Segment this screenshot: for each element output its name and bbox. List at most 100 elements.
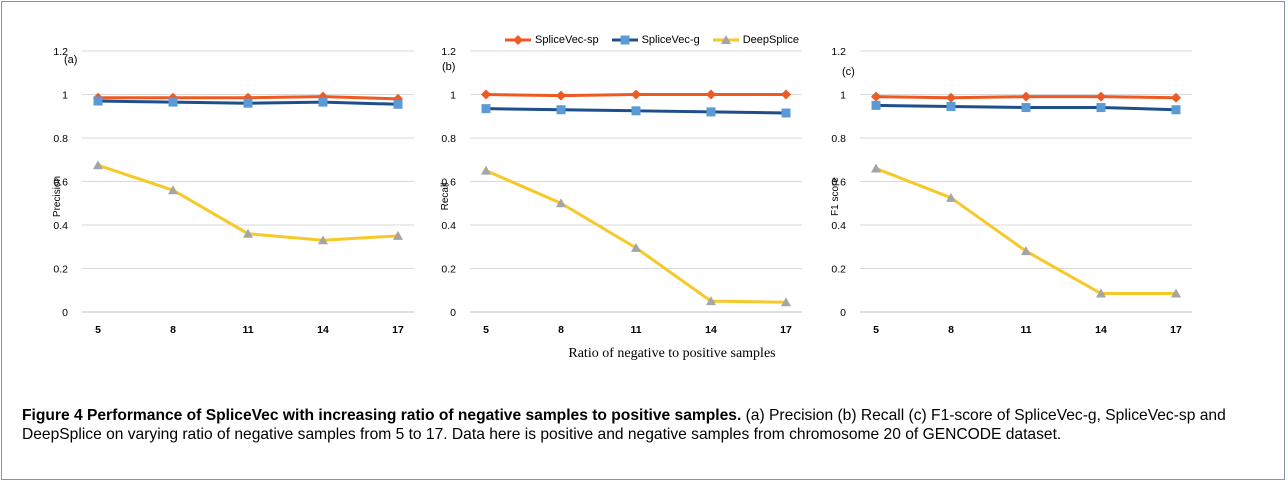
- chart-panel-precision: 0 0.2 0.4 0.6 0.8 1 1.2 5 8 11 14 17 Precision (a): [46, 30, 426, 345]
- caption-title: Figure 4 Performance of SpliceVec with i…: [22, 407, 742, 424]
- y-tick-label: 0: [450, 307, 456, 319]
- y-tick-label: 1: [450, 90, 456, 102]
- chart-legend: SpliceVec-sp SpliceVec-g DeepSplice: [504, 31, 799, 49]
- y-tick-label: 0.8: [441, 133, 456, 145]
- data-point-deepsplice: [243, 228, 253, 238]
- data-point-splicevec-g: [393, 99, 403, 109]
- legend-swatch-marker: [620, 35, 630, 45]
- data-point-deepsplice: [946, 192, 956, 202]
- y-tick-label: 1: [840, 90, 846, 102]
- data-point-splicevec-g: [1096, 103, 1106, 113]
- y-tick-label: 1: [62, 90, 68, 102]
- y-tick-label: 0.4: [441, 220, 456, 232]
- legend-swatch: [505, 35, 531, 45]
- data-point-splicevec-g: [781, 108, 791, 118]
- y-axis-label: Precision: [52, 176, 63, 217]
- x-tick-label: 11: [1020, 324, 1031, 336]
- caption-text: (a) Precision (b) Recall (c) F1-score of…: [22, 407, 1226, 443]
- series-line-deepsplice: [875, 167, 1176, 296]
- data-point-splicevec-sp: [556, 90, 566, 101]
- panel-label: (c): [842, 66, 855, 78]
- x-tick-label: 8: [948, 324, 954, 336]
- data-point-deepsplice: [1021, 246, 1031, 256]
- y-tick-label: 0: [840, 307, 846, 319]
- x-tick-label: 17: [392, 324, 404, 336]
- data-point-deepsplice: [93, 160, 103, 170]
- data-point-deepsplice: [1171, 288, 1181, 298]
- x-tick-label: 14: [705, 324, 717, 336]
- data-point-splicevec-sp: [1171, 92, 1181, 103]
- x-tick-label: 14: [1095, 324, 1107, 336]
- data-point-splicevec-sp: [871, 91, 881, 102]
- data-point-deepsplice: [871, 163, 881, 173]
- data-point-splicevec-sp: [946, 92, 956, 103]
- y-tick-label: 0.2: [831, 264, 846, 276]
- x-tick-label: 11: [242, 324, 253, 336]
- x-tick-label: 17: [780, 324, 792, 336]
- data-point-splicevec-g: [706, 107, 716, 117]
- x-tick-label: 17: [1170, 324, 1182, 336]
- data-point-splicevec-sp: [631, 89, 641, 100]
- data-point-splicevec-sp: [481, 89, 491, 100]
- data-point-splicevec-g: [946, 101, 956, 111]
- x-tick-label: 5: [873, 324, 879, 336]
- y-tick-label: 0.6: [53, 177, 68, 189]
- y-axis-label: Recall: [440, 183, 451, 211]
- data-point-splicevec-sp: [781, 89, 791, 100]
- x-axis-title: Ratio of negative to positive samples: [568, 346, 776, 361]
- series-line-deepsplice: [485, 169, 787, 304]
- y-tick-label: 0.4: [53, 220, 68, 232]
- y-tick-label: 0.6: [441, 177, 456, 189]
- y-tick-label: 1.2: [831, 46, 846, 58]
- legend-swatch-marker: [720, 35, 731, 44]
- y-tick-label: 0.2: [53, 264, 68, 276]
- data-point-deepsplice: [481, 165, 491, 175]
- x-tick-label: 11: [630, 324, 641, 336]
- legend-label: DeepSplice: [742, 34, 799, 46]
- data-point-splicevec-g: [631, 106, 641, 116]
- data-point-deepsplice: [631, 242, 641, 252]
- data-point-deepsplice: [168, 185, 178, 195]
- data-point-splicevec-g: [481, 104, 491, 114]
- legend-label: SpliceVec-sp: [535, 34, 599, 46]
- chart-svg: 0 0.2 0.4 0.6 0.8 1 1.2 5 8 11 14 17 Precision (a): [52, 46, 414, 336]
- y-axis-label: F1 score: [830, 177, 841, 216]
- y-tick-label: 0: [62, 307, 68, 319]
- chart-svg: 0 0.2 0.4 0.6 0.8 1 1.2 5 8 11 14 17 Recall (b): [440, 46, 802, 336]
- data-point-splicevec-g: [871, 100, 881, 110]
- data-point-splicevec-g: [318, 97, 328, 107]
- data-point-splicevec-sp: [1096, 91, 1106, 102]
- figure-caption: Figure 4 Performance of SpliceVec with i…: [22, 406, 1274, 444]
- y-tick-label: 0.4: [831, 220, 846, 232]
- chart-panel-recall: 0 0.2 0.4 0.6 0.8 1 1.2 5 8 11 14 17 Recall (b): [434, 30, 814, 345]
- y-tick-label: 0.8: [53, 133, 68, 145]
- data-point-splicevec-g: [93, 96, 103, 106]
- data-point-deepsplice: [781, 297, 791, 307]
- legend-item: SpliceVec-g: [611, 34, 700, 46]
- data-point-deepsplice: [1096, 288, 1106, 298]
- data-point-splicevec-g: [243, 98, 253, 108]
- x-tick-label: 8: [170, 324, 176, 336]
- y-tick-label: 1.2: [441, 46, 456, 58]
- y-tick-label: 0.8: [831, 133, 846, 145]
- legend-item: DeepSplice: [712, 34, 799, 46]
- y-tick-label: 0.2: [441, 264, 456, 276]
- x-tick-label: 5: [483, 324, 489, 336]
- y-tick-label: 0.6: [831, 177, 846, 189]
- chart-svg: 0 0.2 0.4 0.6 0.8 1 1.2 5 8 11 14 17 F1 score (c): [830, 46, 1192, 336]
- y-tick-label: 1.2: [53, 46, 68, 58]
- chart-panel-f1: 0 0.2 0.4 0.6 0.8 1 1.2 5 8 11 14 17 F1 score (c): [824, 30, 1204, 345]
- data-point-splicevec-sp: [706, 89, 716, 100]
- legend-swatch: [611, 35, 638, 45]
- x-tick-label: 8: [558, 324, 564, 336]
- legend-swatch-marker: [513, 35, 523, 45]
- panel-label: (a): [64, 54, 77, 66]
- data-point-splicevec-g: [168, 97, 178, 107]
- x-tick-label: 14: [317, 324, 329, 336]
- legend-swatch: [712, 35, 739, 44]
- data-point-splicevec-g: [1021, 103, 1031, 113]
- legend-item: SpliceVec-sp: [504, 34, 599, 46]
- panel-label: (b): [442, 61, 455, 73]
- data-point-deepsplice: [393, 230, 403, 240]
